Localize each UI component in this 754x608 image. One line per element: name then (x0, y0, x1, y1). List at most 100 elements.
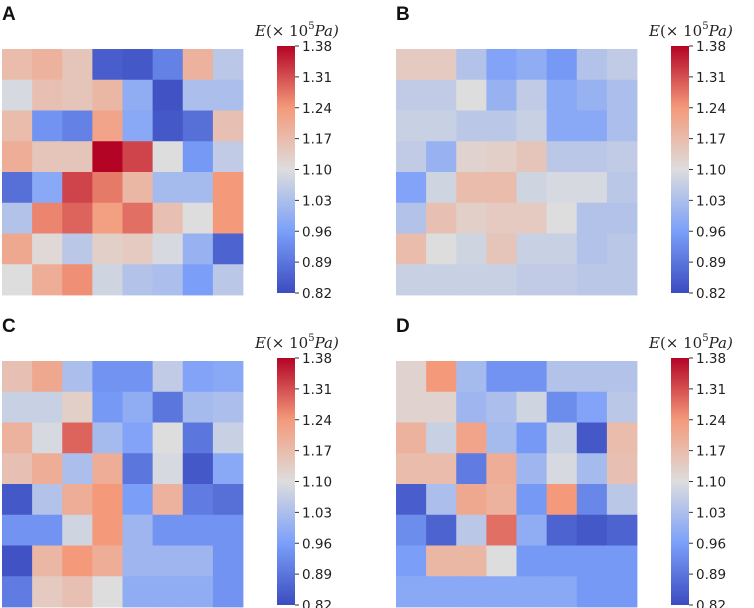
heatmap-cell (576, 545, 608, 577)
heatmap-cell (152, 576, 184, 608)
heatmap-cell (426, 49, 457, 81)
colorbar-tick-label: 1.31 (696, 70, 726, 86)
heatmap-cell (546, 202, 578, 234)
heatmap-cell (546, 422, 578, 454)
heatmap-cell (152, 453, 184, 485)
heatmap-cell (2, 422, 33, 454)
panel-label: D (396, 316, 410, 337)
heatmap-cell (486, 484, 517, 516)
heatmap-cell (182, 202, 214, 234)
heatmap-cell (456, 79, 487, 111)
heatmap (396, 361, 638, 608)
heatmap-cell (606, 484, 638, 516)
heatmap-cell (122, 484, 154, 516)
panel-label: B (396, 4, 410, 25)
heatmap-cell (122, 545, 154, 577)
heatmap-cell (122, 49, 154, 81)
heatmap-cell (32, 576, 63, 608)
heatmap-cell (516, 141, 548, 173)
heatmap-cell (426, 172, 457, 204)
heatmap-cell (212, 545, 244, 577)
heatmap-cell (2, 233, 33, 265)
heatmap (2, 361, 244, 608)
heatmap-cell (62, 514, 93, 546)
heatmap-cell (576, 172, 608, 204)
heatmap-cell (32, 264, 63, 296)
heatmap-cell (456, 391, 487, 423)
heatmap-cell (212, 110, 244, 142)
heatmap-cell (182, 141, 214, 173)
heatmap-cell (396, 484, 427, 516)
colorbar-tick-label: 1.31 (696, 382, 726, 398)
heatmap-cell (546, 484, 578, 516)
heatmap-cell (576, 361, 608, 393)
heatmap-cell (92, 233, 123, 265)
heatmap-cell (212, 202, 244, 234)
heatmap-cell (396, 514, 427, 546)
heatmap-cell (62, 545, 93, 577)
heatmap-cell (426, 514, 457, 546)
colorbar-tick-label: 1.31 (302, 70, 332, 86)
heatmap-cell (152, 202, 184, 234)
heatmap-cell (606, 110, 638, 142)
heatmap-cell (516, 110, 548, 142)
heatmap-cell (456, 361, 487, 393)
heatmap-cell (62, 484, 93, 516)
colorbar-tick-label: 1.10 (302, 475, 332, 491)
heatmap-cell (152, 264, 184, 296)
colorbar-tick-label: 1.17 (302, 444, 332, 460)
heatmap-cell (212, 79, 244, 111)
heatmap-cell (486, 545, 517, 577)
colorbar-tick-label: 1.24 (696, 101, 726, 117)
heatmap-cell (212, 484, 244, 516)
heatmap-cell (212, 514, 244, 546)
heatmap-cell (182, 49, 214, 81)
heatmap-cell (606, 453, 638, 485)
heatmap-cell (182, 391, 214, 423)
heatmap-cell (486, 79, 517, 111)
colorbar-title: E(× 105Pa) (254, 333, 339, 352)
heatmap-cell (62, 391, 93, 423)
heatmap-cell (576, 264, 608, 296)
heatmap-cell (426, 202, 457, 234)
colorbar-tick-label: 1.10 (696, 475, 726, 491)
heatmap-cell (486, 453, 517, 485)
heatmap-cell (2, 172, 33, 204)
heatmap-cell (122, 391, 154, 423)
heatmap-cell (152, 361, 184, 393)
heatmap-cell (516, 49, 548, 81)
heatmap-cell (456, 264, 487, 296)
heatmap-cell (212, 422, 244, 454)
colorbar-tick-label: 1.17 (696, 132, 726, 148)
heatmap-cell (426, 391, 457, 423)
heatmap-cell (456, 110, 487, 142)
heatmap-cell (92, 79, 123, 111)
heatmap-cell (546, 361, 578, 393)
heatmap-cell (212, 264, 244, 296)
colorbar-tick-label: 0.89 (696, 567, 726, 583)
heatmap-cell (182, 264, 214, 296)
heatmap-cell (396, 453, 427, 485)
heatmap-cell (576, 391, 608, 423)
colorbar-tick-label: 1.38 (302, 39, 332, 55)
heatmap-cell (62, 264, 93, 296)
heatmap-cell (456, 141, 487, 173)
colorbar (277, 46, 295, 293)
heatmap-cell (426, 110, 457, 142)
heatmap-cell (32, 172, 63, 204)
heatmap-cell (546, 391, 578, 423)
heatmap-cell (92, 391, 123, 423)
heatmap-cell (456, 422, 487, 454)
colorbar (277, 358, 295, 605)
heatmap-cell (606, 202, 638, 234)
heatmap-cell (32, 422, 63, 454)
colorbar-title: E(× 105Pa) (254, 21, 339, 40)
heatmap-cell (2, 545, 33, 577)
heatmap-cell (62, 202, 93, 234)
colorbar-title: E(× 105Pa) (648, 333, 733, 352)
heatmap-cell (396, 264, 427, 296)
heatmap-cell (486, 576, 517, 608)
heatmap-cell (92, 361, 123, 393)
colorbar-tick-label: 1.03 (302, 193, 332, 209)
